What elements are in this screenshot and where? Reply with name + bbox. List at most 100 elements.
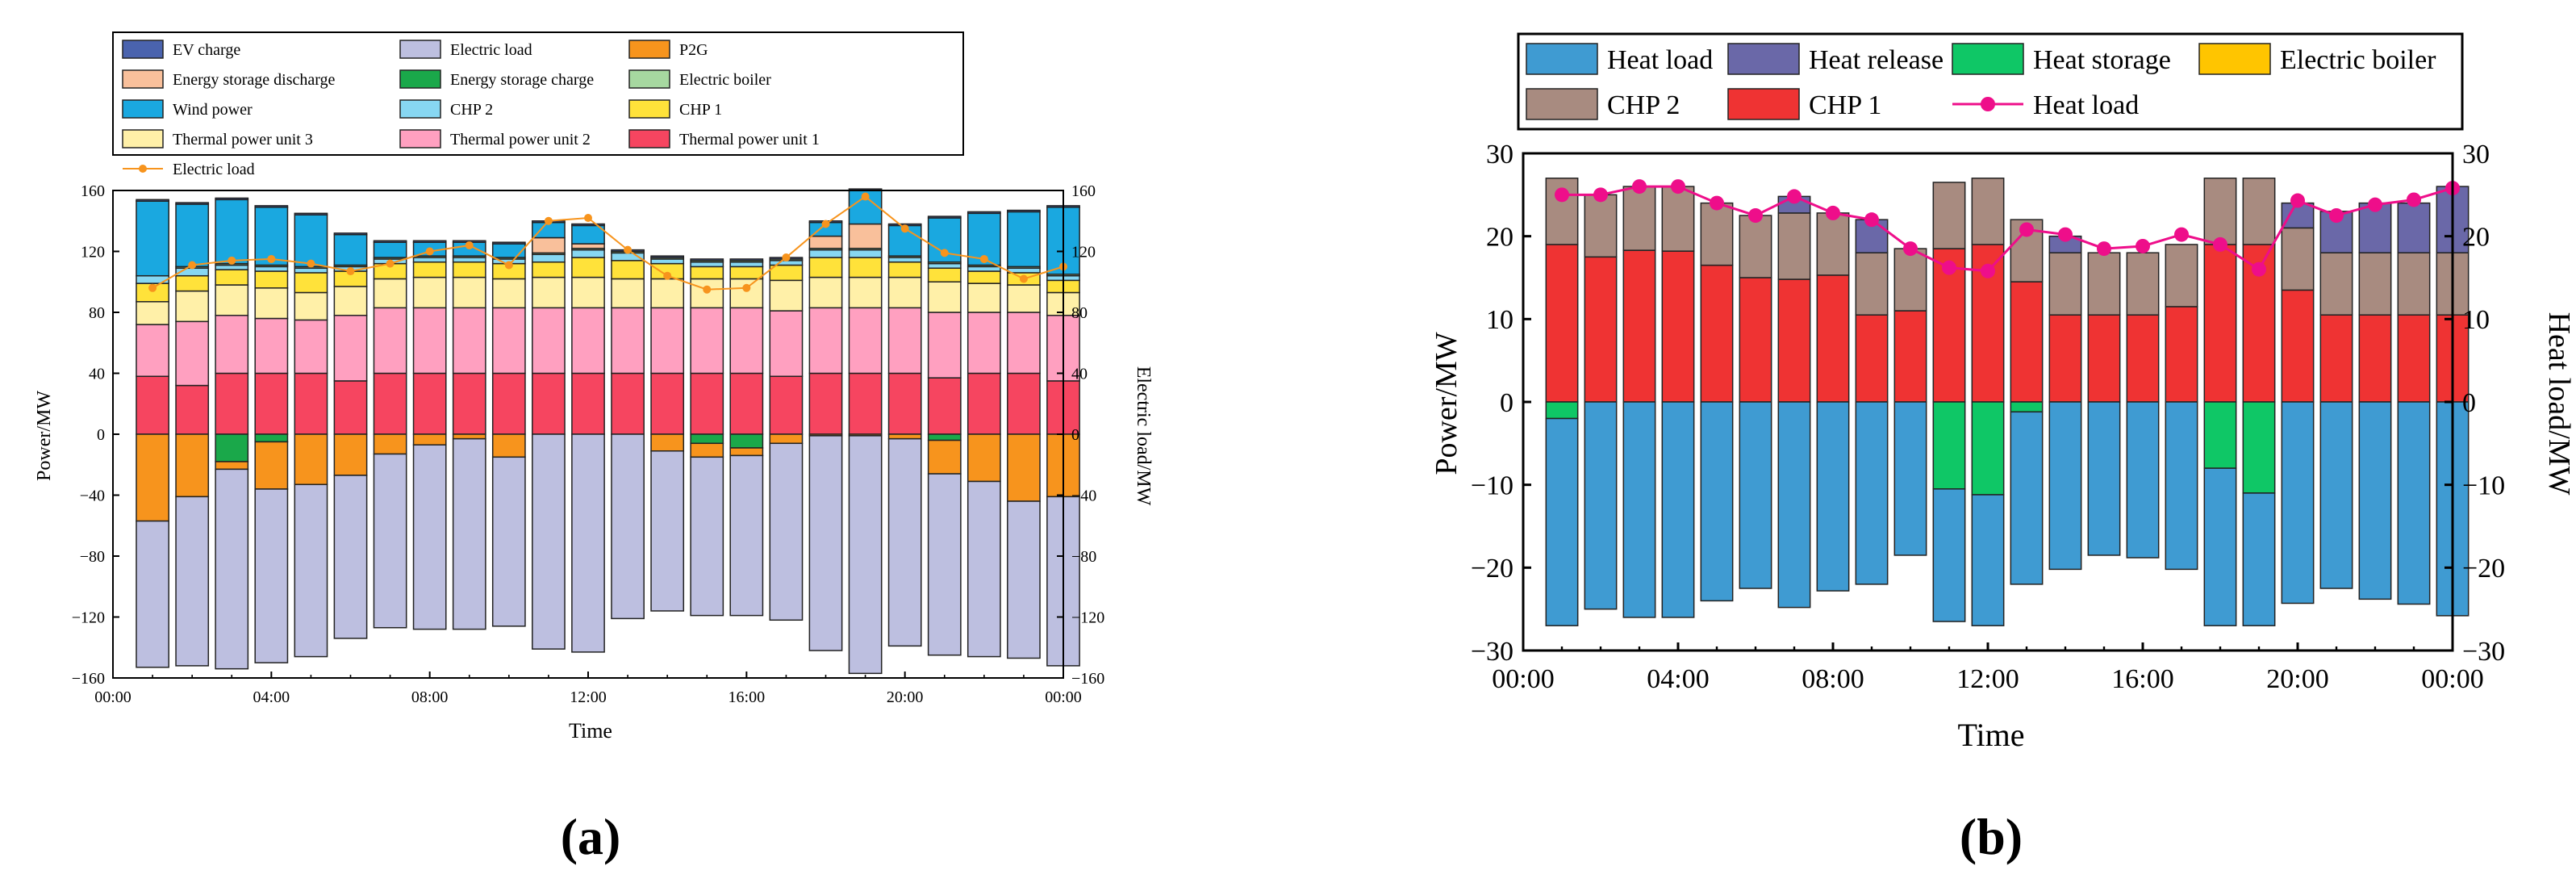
legend-label: Heat load: [2033, 90, 2139, 120]
bar-segment-ev-charge: [927, 215, 962, 219]
bar-segment-heat-load: [1622, 401, 1656, 618]
bar-segment-chp-1: [2397, 314, 2431, 403]
bar-segment-p2g: [769, 433, 804, 445]
bar-segment-thermal-power-unit-2: [729, 307, 764, 374]
bar-segment-thermal-power-unit-3: [927, 281, 962, 313]
bar-segment-p2g: [254, 441, 289, 490]
legend-swatch: [399, 99, 441, 119]
bar-segment-chp-1: [2048, 314, 2082, 403]
bar-segment-thermal-power-unit-3: [412, 276, 447, 309]
line-point: [2058, 227, 2073, 242]
bar-segment-p2g: [333, 433, 368, 476]
legend-label: Electric boiler: [2280, 45, 2436, 75]
bar-segment-thermal-power-unit-1: [491, 372, 526, 435]
x-tick-label: 00:00: [1492, 664, 1554, 694]
bar-segment-heat-release: [2397, 202, 2431, 253]
bar-segment-chp-1: [1739, 277, 1772, 403]
bar-segment-chp-2: [2165, 244, 2198, 308]
y2-tick-label: 0: [2462, 388, 2476, 418]
bar-segment-thermal-power-unit-3: [808, 276, 843, 309]
line-point: [861, 192, 870, 201]
line-series-electric-load: [152, 195, 1064, 291]
bar-segment-electric-load: [452, 437, 486, 630]
bar-segment-electric-load: [690, 456, 724, 617]
bar-segment-thermal-power-unit-3: [967, 282, 1001, 313]
bar-segment-ev-charge: [690, 258, 724, 261]
bar-segment-chp-1: [2126, 314, 2160, 403]
bar-segment-chp-2: [1816, 212, 1850, 276]
y-tick-label: 160: [81, 182, 105, 200]
bar-segment-ev-charge: [294, 212, 328, 215]
bar-segment-chp-1: [1661, 250, 1695, 403]
line-point: [267, 254, 276, 263]
bar-segment-ev-charge: [373, 240, 407, 243]
bar-segment-chp-1: [1855, 314, 1889, 403]
bar-segment-heat-load: [2358, 401, 2392, 600]
legend-label: Heat release: [1809, 45, 1943, 75]
bar-segment-thermal-power-unit-3: [848, 276, 883, 309]
bar-segment-p2g: [491, 433, 526, 458]
line-point: [2097, 241, 2111, 257]
bar-segment-thermal-power-unit-1: [729, 372, 764, 435]
bar-segment-p2g: [887, 433, 922, 440]
bar-segment-chp-1: [412, 261, 447, 278]
bar-segment-chp-2: [690, 261, 724, 268]
legend-label: Heat storage: [2033, 45, 2171, 75]
bar-segment-heat-storage: [1932, 401, 1966, 490]
line-point: [228, 256, 236, 265]
bar-segment-thermal-power-unit-1: [373, 372, 407, 435]
line-point: [2213, 236, 2227, 252]
bar-segment-thermal-power-unit-1: [650, 372, 685, 435]
bar-segment-chp-1: [887, 261, 922, 278]
x-tick-label: 12:00: [570, 688, 607, 706]
bar-segment-thermal-power-unit-3: [611, 278, 645, 309]
x-tick-label: 20:00: [887, 688, 924, 706]
bar-segment-thermal-power-unit-3: [491, 278, 526, 309]
bar-segment-ev-charge: [491, 241, 526, 245]
legend-marker-swatch: [1981, 97, 1995, 111]
line-point: [742, 283, 751, 292]
bar-segment-chp-1: [2010, 281, 2044, 403]
bar-segment-thermal-power-unit-1: [175, 384, 210, 435]
bar-segment-thermal-power-unit-1: [887, 372, 922, 435]
bar-segment-wind-power: [491, 243, 526, 258]
bar-segment-electric-load: [611, 433, 645, 620]
bar-segment-thermal-power-unit-1: [215, 372, 249, 435]
y2-tick-label: 40: [1071, 366, 1088, 383]
bar-segment-thermal-power-unit-3: [373, 278, 407, 309]
bar-segment-chp-2: [1661, 186, 1695, 252]
panel-b-ylabel: Power/MW: [1430, 332, 1463, 475]
panel-a-ylabel: Power/MW: [34, 391, 55, 481]
line-point: [2136, 238, 2150, 253]
bar-segment-thermal-power-unit-2: [611, 307, 645, 374]
bar-segment-chp-2: [1007, 267, 1041, 274]
line-point: [1671, 179, 1685, 195]
bar-segment-p2g: [175, 433, 210, 498]
bar-segment-chp-2: [650, 258, 685, 265]
legend-label: CHP 1: [1809, 90, 1881, 120]
bar-segment-chp-1: [1816, 274, 1850, 403]
legend-swatch: [1727, 88, 1800, 120]
x-tick-label: 12:00: [1956, 664, 2019, 694]
line-point: [346, 267, 355, 276]
bar-segment-heat-storage: [2242, 401, 2276, 494]
legend-label: Electric load: [173, 161, 255, 178]
bar-segment-electric-load: [532, 433, 566, 650]
y-tick-label: 20: [1486, 223, 1513, 253]
bar-segment-chp-2: [254, 266, 289, 272]
line-point: [1903, 241, 1918, 257]
bar-segment-heat-load: [2087, 401, 2121, 556]
legend-label: P2G: [679, 41, 708, 59]
line-point: [386, 259, 395, 268]
bar-segment-energy-storage-charge: [690, 433, 724, 445]
bar-segment-thermal-power-unit-2: [808, 307, 843, 374]
legend-swatch: [628, 40, 670, 59]
panel-a-label: (a): [561, 808, 621, 865]
bar-segment-thermal-power-unit-2: [452, 307, 486, 374]
line-point: [1981, 263, 1995, 278]
bar-segment-thermal-power-unit-1: [412, 372, 447, 435]
bar-segment-electric-load: [848, 435, 883, 675]
bar-segment-chp-2: [1893, 248, 1927, 312]
line-point: [782, 253, 791, 262]
bar-segment-chp-2: [1584, 194, 1618, 258]
